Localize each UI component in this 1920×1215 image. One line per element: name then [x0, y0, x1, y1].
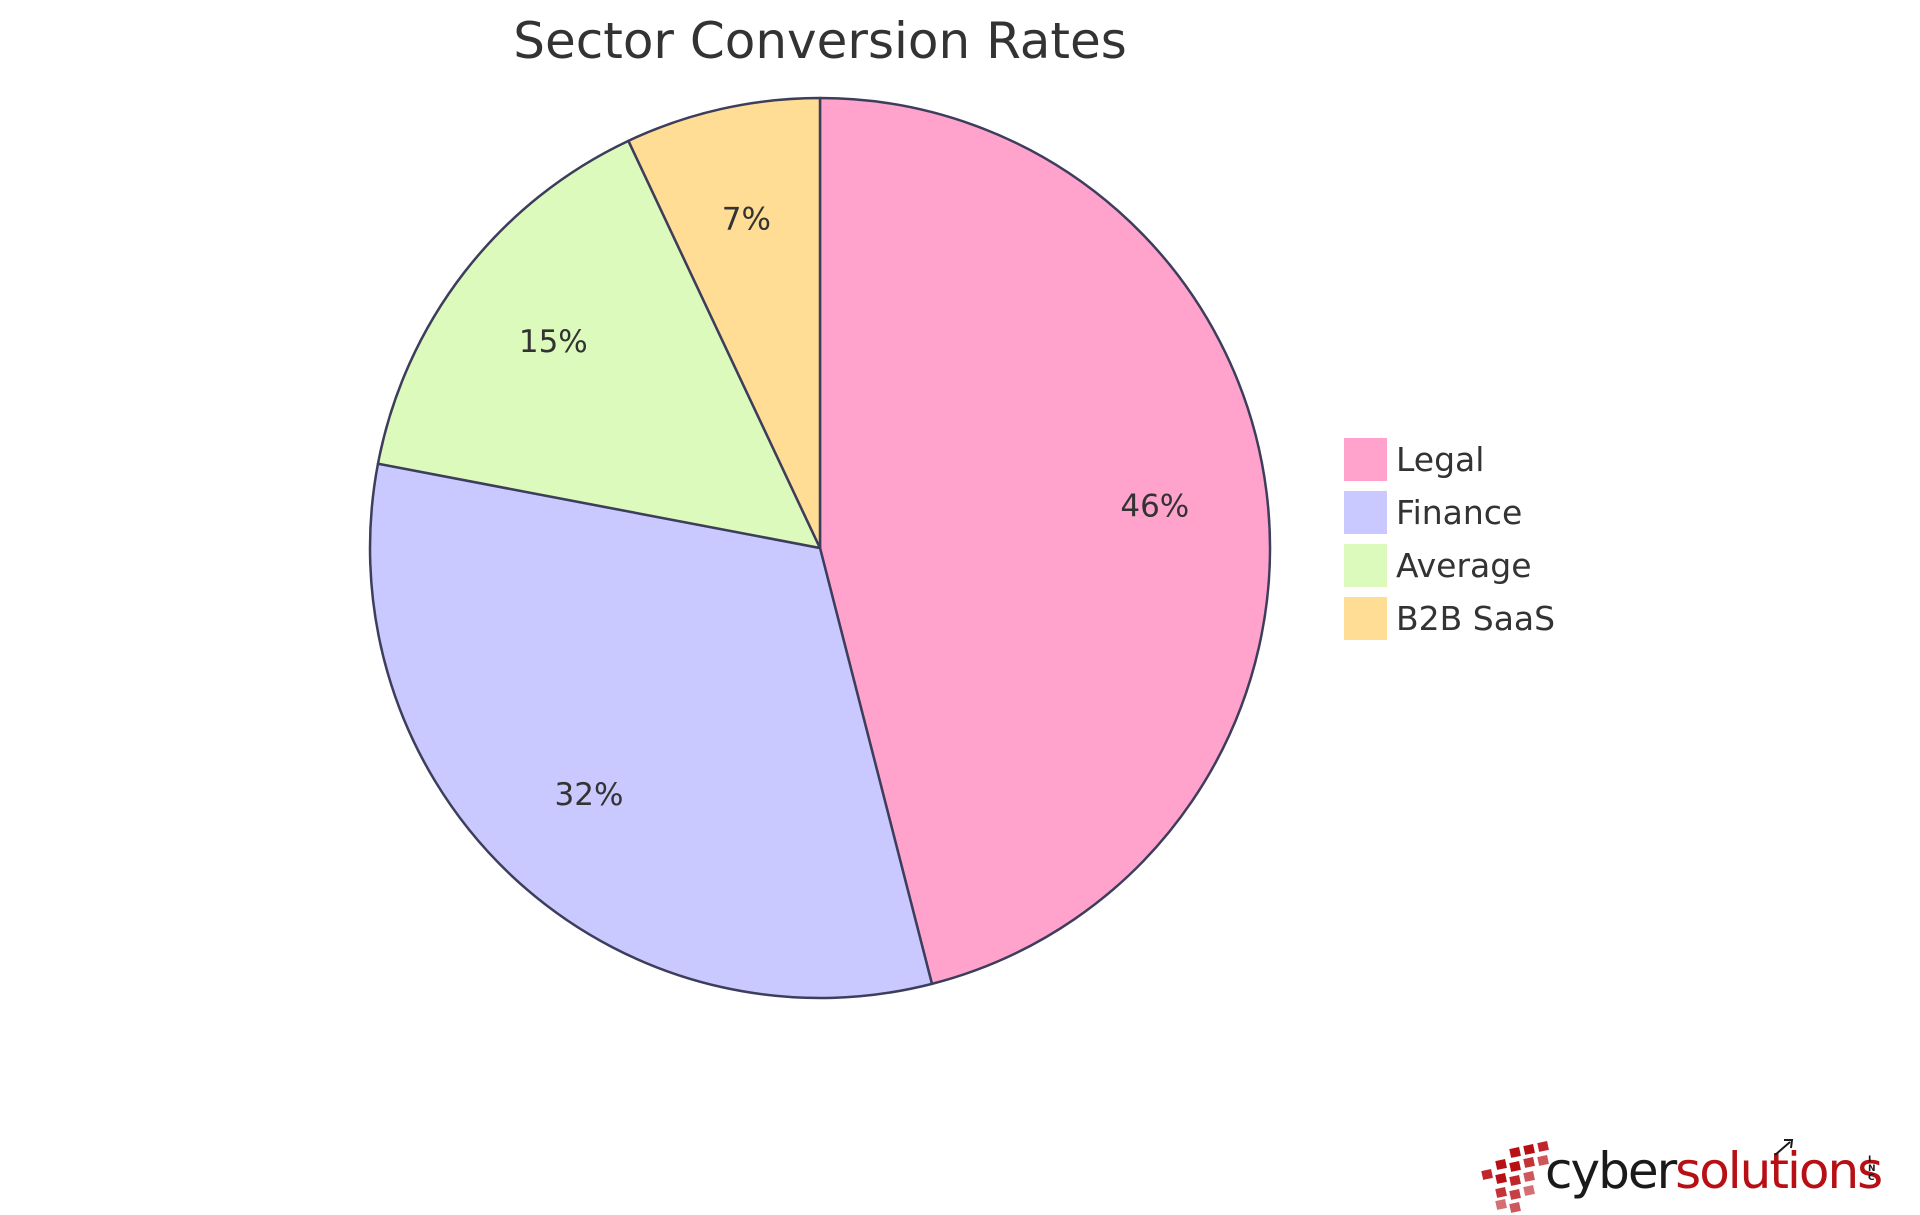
pie-slice-finance	[368, 462, 934, 1000]
logo-wordmark-cyber: cyber	[1545, 1142, 1678, 1200]
chart-legend: Legal Finance Average B2B SaaS	[1344, 438, 1555, 640]
legend-swatch-finance	[1344, 491, 1387, 534]
logo-wordmark: cybersolutions	[1545, 1142, 1881, 1200]
pie-slice-labels: 46% 32% 15% 7%	[519, 202, 1189, 813]
legend-label-b2b-saas: B2B SaaS	[1396, 599, 1555, 638]
slice-label-b2b-saas: 7%	[722, 202, 771, 238]
pie-slice-average	[376, 139, 822, 550]
logo-wordmark-solutions: solutions	[1675, 1142, 1881, 1200]
slice-label-finance: 32%	[555, 777, 624, 813]
logo-arrow-icon	[1774, 1139, 1794, 1156]
pie-slices	[368, 96, 1272, 1000]
legend-label-legal: Legal	[1396, 440, 1484, 479]
legend-swatch-average	[1344, 544, 1387, 587]
chart-title: Sector Conversion Rates	[513, 12, 1127, 70]
pie-slice-legal	[818, 96, 1272, 986]
legend-label-finance: Finance	[1396, 493, 1522, 532]
red-pixel-mark-icon	[1481, 1141, 1549, 1213]
legend-swatch-legal	[1344, 438, 1387, 481]
slice-label-average: 15%	[519, 324, 588, 360]
pie-slice-b2b-saas	[627, 96, 822, 550]
legend-swatch-b2b-saas	[1344, 597, 1387, 640]
legend-label-average: Average	[1396, 546, 1532, 585]
slice-label-legal: 46%	[1120, 489, 1189, 525]
